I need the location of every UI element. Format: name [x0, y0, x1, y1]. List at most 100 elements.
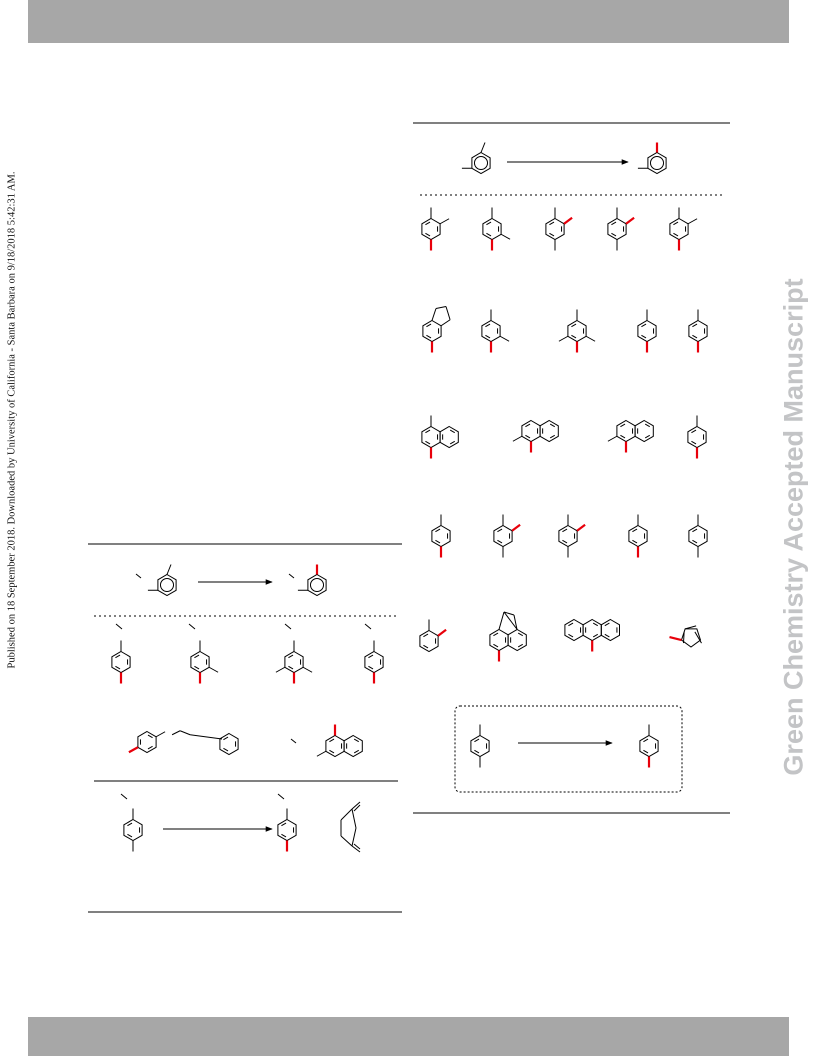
arene-structure	[123, 808, 143, 852]
double-bond	[194, 665, 200, 670]
bond	[208, 666, 219, 673]
bond	[166, 564, 172, 575]
arene-structure	[634, 419, 654, 443]
double-bond	[425, 440, 431, 445]
ring-bonds	[219, 732, 239, 756]
bond	[364, 623, 372, 630]
ring-bonds	[647, 151, 667, 175]
arene-structure	[493, 514, 521, 558]
arene-structure	[607, 207, 635, 251]
arene-structure	[316, 724, 345, 758]
dashed-box	[454, 705, 683, 793]
bond	[499, 335, 510, 342]
bond	[445, 306, 451, 320]
double-bond	[691, 429, 697, 434]
double-bond	[194, 654, 200, 659]
bond	[351, 808, 357, 829]
arene-structure	[439, 425, 459, 449]
double-bond	[549, 434, 556, 439]
bond	[585, 335, 596, 342]
bond	[179, 730, 191, 736]
product-arene	[637, 142, 667, 175]
double-bond	[423, 633, 429, 638]
double-bond	[115, 654, 121, 659]
bond	[687, 218, 698, 225]
arene-structure	[669, 207, 698, 251]
double-bond	[474, 749, 480, 754]
double-bond	[449, 440, 456, 445]
arene-structure	[607, 419, 636, 453]
bond	[684, 625, 697, 630]
bond	[439, 218, 450, 225]
double-bond	[485, 334, 491, 339]
double-bond	[281, 833, 287, 838]
double-bond	[643, 749, 649, 754]
bond	[431, 308, 437, 321]
arene-structure	[558, 514, 586, 558]
arene-structure	[489, 628, 509, 662]
double-bond	[592, 622, 599, 627]
double-bond	[611, 221, 617, 226]
highlight-bond	[625, 216, 635, 225]
double-bond	[425, 429, 431, 434]
arene-structure	[688, 309, 708, 353]
double-bond	[604, 633, 610, 638]
arene-structure	[582, 618, 602, 652]
double-bond	[426, 323, 432, 328]
highlight-bond	[437, 628, 447, 637]
bond	[435, 306, 447, 309]
aromatic-circle	[159, 577, 175, 593]
arene-structure	[482, 207, 511, 251]
double-bond	[682, 631, 685, 644]
double-bond	[641, 334, 647, 339]
bond	[290, 738, 297, 744]
arene-structure	[481, 309, 510, 353]
bond	[135, 573, 142, 579]
highlight-bond	[576, 523, 586, 532]
arene-structure	[421, 415, 441, 459]
double-bond	[604, 622, 610, 627]
arene-structure	[190, 640, 219, 684]
arene-structure	[364, 640, 384, 684]
double-bond	[611, 232, 617, 237]
double-bond	[497, 528, 503, 533]
double-bond	[486, 221, 492, 226]
arene-structure	[422, 319, 442, 353]
double-bond	[147, 734, 153, 739]
double-bond	[368, 665, 374, 670]
double-bond	[692, 539, 698, 544]
double-bond	[493, 643, 499, 648]
double-bond	[694, 631, 702, 644]
double-bond	[423, 644, 429, 649]
double-bond	[562, 539, 568, 544]
bond	[316, 750, 327, 757]
double-bond	[435, 539, 441, 544]
double-bond	[449, 429, 456, 434]
double-bond	[223, 747, 229, 752]
ring-bonds	[600, 618, 620, 642]
highlight-bond	[128, 746, 139, 754]
ring-bonds	[157, 573, 177, 597]
double-bond	[368, 654, 374, 659]
arene-structure	[431, 514, 451, 558]
double-bond	[223, 736, 229, 741]
bond	[171, 730, 181, 736]
aromatic-circle	[473, 155, 489, 171]
ring-bonds	[539, 419, 559, 443]
methylnaphthalene	[316, 724, 363, 758]
arene-structure	[343, 734, 363, 758]
methylnaphthalene	[512, 419, 559, 453]
arene-structure	[219, 732, 239, 756]
double-bond	[692, 528, 698, 533]
bond	[513, 614, 518, 630]
double-bond	[549, 423, 556, 428]
page-footer-band	[28, 1017, 789, 1056]
double-bond	[620, 423, 626, 428]
bond	[340, 835, 353, 847]
bond	[188, 623, 196, 630]
bond	[512, 435, 523, 442]
right-reaction-scheme	[413, 122, 730, 814]
double-bond	[517, 643, 524, 648]
arene-structure	[558, 309, 596, 353]
